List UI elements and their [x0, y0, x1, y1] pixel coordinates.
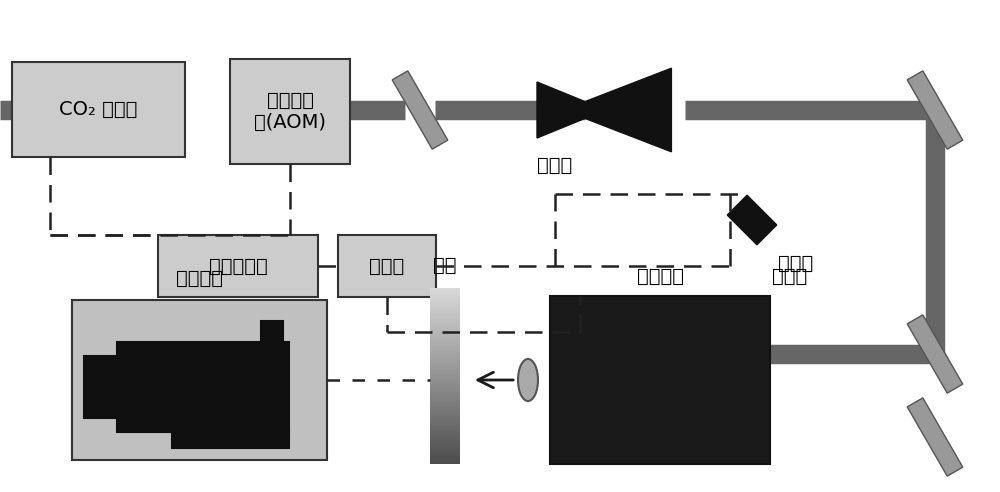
Bar [84, 356, 120, 418]
Text: 样品: 样品 [433, 256, 457, 275]
Bar [261, 321, 283, 343]
Bar [72, 300, 327, 460]
Bar [230, 59, 350, 164]
Polygon shape [537, 82, 585, 138]
Polygon shape [727, 195, 777, 245]
Ellipse shape [518, 359, 538, 401]
Text: 信号发生器: 信号发生器 [209, 256, 267, 276]
Text: 扩束镜: 扩束镜 [537, 155, 573, 175]
Bar [172, 431, 289, 448]
Bar [338, 235, 436, 297]
Text: 功率计: 功率计 [778, 254, 813, 273]
Text: 分光镜: 分光镜 [772, 267, 807, 286]
Polygon shape [907, 315, 963, 393]
Text: 振镜系统: 振镜系统 [637, 267, 684, 286]
Polygon shape [907, 71, 963, 149]
Polygon shape [907, 398, 963, 476]
Polygon shape [585, 68, 671, 152]
Bar [117, 342, 289, 432]
Text: 声光调制
器(AOM): 声光调制 器(AOM) [254, 91, 326, 132]
Polygon shape [392, 71, 448, 149]
Text: 监视相机: 监视相机 [176, 269, 223, 288]
Bar [158, 235, 318, 297]
Bar [12, 62, 185, 157]
Text: CO₂ 激光器: CO₂ 激光器 [59, 100, 138, 119]
Bar [550, 296, 770, 464]
Text: 工控机: 工控机 [369, 256, 405, 276]
